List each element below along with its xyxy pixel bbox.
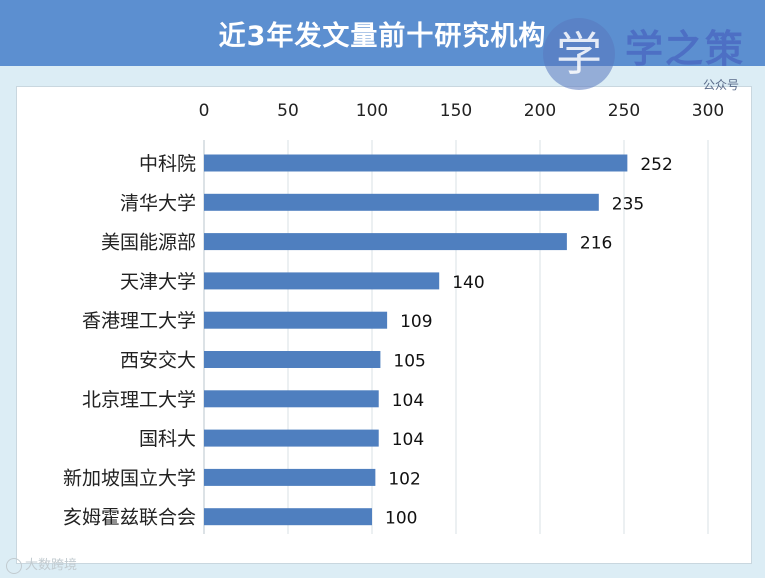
data-label: 252 <box>640 155 672 175</box>
source-logo-icon <box>6 557 22 574</box>
x-tick-label: 250 <box>608 101 640 121</box>
bar <box>204 351 381 368</box>
bar <box>204 154 628 172</box>
x-tick-label: 150 <box>440 101 472 121</box>
category-label: 西安交大 <box>120 350 196 372</box>
bar <box>204 429 379 447</box>
watermark-subtitle: 公众号 <box>703 78 740 92</box>
category-label: 亥姆霍兹联合会 <box>63 507 196 529</box>
graduation-cap-seal-icon: 学 <box>543 18 615 90</box>
plot-panel: 0 50 100 150 200 250 300 中科院 252 清华大学 235 美国能源部 216 天… <box>16 86 752 564</box>
x-tick-label: 50 <box>277 101 299 121</box>
category-label: 清华大学 <box>120 192 196 214</box>
bar <box>204 390 379 408</box>
bar-chart: 0 50 100 150 200 250 300 中科院 252 清华大学 235 美国能源部 216 天… <box>63 101 724 534</box>
bar <box>204 508 372 526</box>
watermark-logo: 学 学之策 公众号 <box>543 14 753 104</box>
category-label: 国科大 <box>139 428 196 450</box>
bar <box>204 233 567 251</box>
data-label: 102 <box>388 469 420 489</box>
data-label: 235 <box>612 194 644 214</box>
bar <box>204 468 376 486</box>
source-watermark-text: 大数跨境 <box>25 558 78 573</box>
source-watermark: 大数跨境 <box>6 554 77 574</box>
x-tick-label: 300 <box>692 101 724 121</box>
bar <box>204 272 440 290</box>
data-label: 104 <box>392 391 424 411</box>
data-label: 100 <box>385 509 417 529</box>
category-label: 天津大学 <box>120 271 196 293</box>
data-label: 109 <box>400 312 432 332</box>
data-label: 216 <box>580 234 612 254</box>
data-label: 105 <box>393 352 425 372</box>
x-tick-label: 0 <box>199 101 210 121</box>
category-label: 香港理工大学 <box>82 310 196 332</box>
data-label: 140 <box>452 273 484 293</box>
category-label: 北京理工大学 <box>82 389 196 411</box>
bar <box>204 193 599 211</box>
category-label: 中科院 <box>139 153 196 175</box>
x-tick-label: 100 <box>356 101 388 121</box>
category-label: 新加坡国立大学 <box>63 467 196 489</box>
bar <box>204 311 388 329</box>
chart-title: 近3年发文量前十研究机构 <box>218 21 547 52</box>
data-label: 104 <box>392 430 424 450</box>
x-tick-label: 200 <box>524 101 556 121</box>
category-label: 美国能源部 <box>101 232 196 254</box>
title-bar <box>0 0 765 66</box>
watermark-brand: 学之策 <box>625 27 746 71</box>
